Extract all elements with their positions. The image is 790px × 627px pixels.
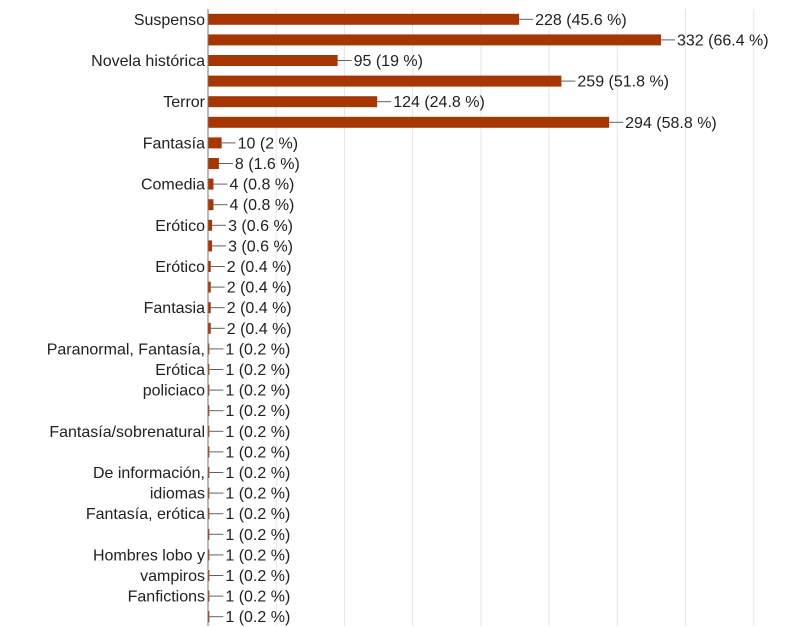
category-label: Fantasía/sobrenatural bbox=[49, 424, 205, 441]
data-label: 4 (0.8 %) bbox=[229, 177, 294, 194]
data-label: 294 (58.8 %) bbox=[625, 115, 717, 132]
data-label: 95 (19 %) bbox=[354, 53, 423, 70]
data-label: 124 (24.8 %) bbox=[393, 94, 485, 111]
data-label: 1 (0.2 %) bbox=[225, 444, 290, 461]
category-label: Novela histórica bbox=[91, 53, 205, 70]
category-label: Erótica bbox=[155, 362, 205, 379]
data-label: 1 (0.2 %) bbox=[225, 362, 290, 379]
data-label: 228 (45.6 %) bbox=[535, 12, 627, 29]
bar bbox=[208, 219, 213, 231]
bar bbox=[208, 487, 210, 499]
bar bbox=[208, 549, 210, 561]
data-label: 332 (66.4 %) bbox=[677, 32, 769, 49]
data-label: 1 (0.2 %) bbox=[225, 568, 290, 585]
bar bbox=[208, 281, 211, 293]
bar bbox=[208, 467, 210, 478]
bar bbox=[208, 425, 210, 437]
bar bbox=[208, 528, 210, 540]
data-labels: 228 (45.6 %) 332 (66.4 %) 95 (19 %) 259 (51… bbox=[209, 12, 769, 626]
data-label: 1 (0.2 %) bbox=[225, 506, 290, 523]
bar bbox=[208, 137, 222, 149]
category-label: idiomas bbox=[150, 486, 205, 503]
bar bbox=[208, 343, 210, 355]
category-label: Erótico bbox=[155, 259, 205, 276]
category-label: Hombres lobo y bbox=[93, 547, 205, 564]
category-label: Fanfictions bbox=[128, 589, 205, 606]
data-label: 2 (0.4 %) bbox=[227, 300, 292, 317]
bar bbox=[208, 96, 378, 108]
category-label: Comedia bbox=[141, 177, 205, 194]
data-label: 1 (0.2 %) bbox=[225, 465, 290, 482]
data-label: 10 (2 %) bbox=[238, 135, 298, 152]
data-label: 259 (51.8 %) bbox=[577, 74, 669, 91]
data-label: 1 (0.2 %) bbox=[225, 486, 290, 503]
bar bbox=[208, 34, 661, 46]
data-label: 1 (0.2 %) bbox=[225, 341, 290, 358]
bar bbox=[208, 405, 210, 417]
category-labels: Suspenso Novela histórica Terror Fantasía Co… bbox=[47, 12, 206, 606]
bar bbox=[208, 75, 562, 87]
data-label: 2 (0.4 %) bbox=[227, 321, 292, 338]
category-label: Fantasía, erótica bbox=[86, 506, 205, 523]
bar bbox=[208, 508, 210, 520]
data-label: 2 (0.4 %) bbox=[227, 280, 292, 297]
category-label: Suspenso bbox=[134, 12, 205, 29]
data-label: 1 (0.2 %) bbox=[225, 547, 290, 564]
data-label: 1 (0.2 %) bbox=[225, 424, 290, 441]
bar bbox=[208, 302, 211, 314]
category-label: Fantasía bbox=[143, 135, 205, 152]
data-label: 2 (0.4 %) bbox=[227, 259, 292, 276]
data-label: 3 (0.6 %) bbox=[228, 218, 293, 235]
data-label: 3 (0.6 %) bbox=[228, 238, 293, 255]
data-label: 1 (0.2 %) bbox=[225, 383, 290, 400]
bar bbox=[208, 116, 610, 128]
category-label: policiaco bbox=[143, 383, 205, 400]
data-label: 4 (0.8 %) bbox=[229, 197, 294, 214]
bar bbox=[208, 446, 210, 458]
bar bbox=[208, 611, 210, 623]
data-label: 1 (0.2 %) bbox=[225, 609, 290, 626]
category-label: Paranormal, Fantasía, bbox=[47, 341, 205, 358]
bar bbox=[208, 240, 213, 252]
data-label: 1 (0.2 %) bbox=[225, 527, 290, 544]
bar bbox=[208, 364, 210, 375]
data-label: 1 (0.2 %) bbox=[225, 589, 290, 606]
bars bbox=[208, 13, 661, 623]
category-label: Terror bbox=[163, 94, 205, 111]
bar bbox=[208, 13, 520, 25]
category-label: Fantasia bbox=[144, 300, 205, 317]
bar bbox=[208, 322, 211, 334]
bar bbox=[208, 158, 219, 169]
gridlines bbox=[275, 9, 755, 626]
bar bbox=[208, 384, 210, 396]
bar bbox=[208, 590, 210, 602]
category-label: Erótico bbox=[155, 218, 205, 235]
bar bbox=[208, 261, 211, 272]
data-label: 1 (0.2 %) bbox=[225, 403, 290, 420]
data-label: 8 (1.6 %) bbox=[235, 156, 300, 173]
bar bbox=[208, 199, 214, 211]
bar bbox=[208, 570, 210, 581]
category-label: De información, bbox=[93, 465, 205, 482]
bar bbox=[208, 178, 214, 190]
category-label: vampiros bbox=[140, 568, 205, 585]
bar bbox=[208, 55, 338, 66]
